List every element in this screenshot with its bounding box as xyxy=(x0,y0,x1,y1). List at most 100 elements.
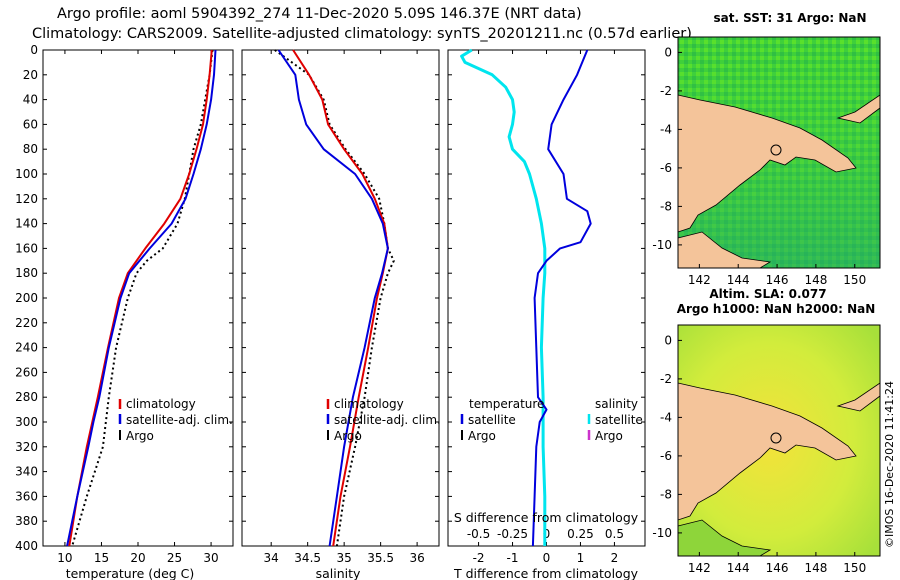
depth-tick-label: 0 xyxy=(30,43,38,57)
depth-axis: 0 20 40 60 80 100 120 140 160 180 200 220 240 260 280 3… xyxy=(15,43,645,553)
map-y-tick-label: 0 xyxy=(664,333,672,347)
map-x-tick-label: 150 xyxy=(843,561,866,575)
x-tick-label: 34 xyxy=(264,551,279,565)
map-y-tick-label: 0 xyxy=(664,45,672,59)
depth-tick-label: 220 xyxy=(15,316,38,330)
legend-label-climatology: climatology xyxy=(126,397,196,411)
x-tick-label: 25 xyxy=(167,551,182,565)
depth-tick-label: 60 xyxy=(23,117,38,131)
map-x-tick-label: 142 xyxy=(688,273,711,287)
plot-title-line1: Argo profile: aoml 5904392_274 11-Dec-20… xyxy=(57,6,582,22)
legend-label-temp-argo: Argo xyxy=(468,429,496,443)
legend-label-satellite: satellite-adj. clim. xyxy=(126,413,233,427)
depth-tick-label: 320 xyxy=(15,440,38,454)
x-tick-label: 36 xyxy=(409,551,424,565)
temperature-x-axis: 10 15 20 25 30 xyxy=(57,50,219,565)
map-y-tick-label: -4 xyxy=(660,410,672,424)
depth-tick-label: 360 xyxy=(15,489,38,503)
temperature-lines xyxy=(66,49,217,547)
imos-timestamp: ©IMOS 16-Dec-2020 11:41:24 xyxy=(883,381,896,548)
depth-tick-label: 340 xyxy=(15,465,38,479)
depth-tick-label: 240 xyxy=(15,341,38,355)
sla-landmass-png xyxy=(677,382,857,521)
series-line-argo xyxy=(71,49,214,547)
x-tick-label: -1 xyxy=(507,551,519,565)
map-y-tick-label: -10 xyxy=(652,526,672,540)
series-line-climatology xyxy=(68,49,213,547)
map-x-tick-label: 144 xyxy=(727,561,750,575)
difference-lines xyxy=(460,48,592,547)
map-x-tick-label: 142 xyxy=(688,561,711,575)
map-x-tick-label: 144 xyxy=(727,273,750,287)
map-y-tick-label: -8 xyxy=(660,199,672,213)
s-tick-label: 0 xyxy=(543,527,551,541)
sst-argo-marker xyxy=(770,144,782,156)
sla-map xyxy=(677,324,881,557)
map-x-tick-label: 146 xyxy=(766,561,789,575)
salinity-legend: climatology satellite-adj. clim. Argo xyxy=(326,397,441,443)
map-y-tick-label: -8 xyxy=(660,487,672,501)
sla-map-title-2: Argo h1000: NaN h2000: NaN xyxy=(677,302,876,316)
depth-tick-label: 200 xyxy=(15,291,38,305)
depth-tick-label: 120 xyxy=(15,192,38,206)
x-tick-label: 2 xyxy=(611,551,619,565)
depth-tick-label: 260 xyxy=(15,365,38,379)
series-line-salinity-satellite xyxy=(460,48,547,546)
map-y-tick-label: -6 xyxy=(660,449,672,463)
s-tick-label: 0.25 xyxy=(567,527,594,541)
depth-tick-label: 180 xyxy=(15,266,38,280)
depth-tick-label: 380 xyxy=(15,514,38,528)
sla-argo-marker xyxy=(770,432,782,444)
map-y-tick-label: -2 xyxy=(660,84,672,98)
sst-map xyxy=(677,36,881,269)
salinity-difference-axis: -0.5 -0.25 0 0.25 0.5 xyxy=(467,527,624,541)
depth-tick-label: 160 xyxy=(15,241,38,255)
temperature-axis-label: temperature (deg C) xyxy=(66,566,195,580)
map-y-tick-label: -6 xyxy=(660,161,672,175)
x-tick-label: 10 xyxy=(57,551,72,565)
s-tick-label: -0.5 xyxy=(467,527,490,541)
sla-map-title-1: Altim. SLA: 0.077 xyxy=(709,287,826,301)
legend-label-argo: Argo xyxy=(126,429,154,443)
legend-label-sal-satellite: satellite xyxy=(595,413,643,427)
sst-map-axes: 142 144 146 148 150 0 -2 -4 -6 -8 -10 xyxy=(652,45,866,287)
legend-label-argo: Argo xyxy=(334,429,362,443)
x-tick-label: 1 xyxy=(577,551,585,565)
depth-tick-label: 280 xyxy=(15,390,38,404)
salinity-x-axis: 34 34.5 35 35.5 36 xyxy=(264,50,425,565)
plot-title-line2: Climatology: CARS2009. Satellite-adjuste… xyxy=(32,26,692,42)
map-x-tick-label: 150 xyxy=(843,273,866,287)
legend-label-sal-argo: Argo xyxy=(595,429,623,443)
map-y-tick-label: -10 xyxy=(652,238,672,252)
salinity-lines xyxy=(274,49,395,547)
x-tick-label: 35 xyxy=(337,551,352,565)
depth-tick-label: 80 xyxy=(23,142,38,156)
sla-map-frame xyxy=(677,324,881,557)
legend-title-temperature: temperature xyxy=(469,397,544,411)
x-tick-label: 30 xyxy=(203,551,218,565)
temperature-legend: climatology satellite-adj. clim. Argo xyxy=(118,397,233,443)
series-line-satellite-adj-clim- xyxy=(277,49,389,547)
depth-tick-label: 20 xyxy=(23,68,38,82)
legend-label-climatology: climatology xyxy=(334,397,404,411)
depth-tick-label: 100 xyxy=(15,167,38,181)
difference-panel xyxy=(447,49,646,547)
depth-tick-label: 40 xyxy=(23,93,38,107)
x-tick-label: 15 xyxy=(94,551,109,565)
map-y-tick-label: -2 xyxy=(660,372,672,386)
sla-map-axes: 142 144 146 148 150 0 -2 -4 -6 -8 -10 xyxy=(652,333,866,575)
sst-landmass-png xyxy=(677,94,857,233)
legend-label-temp-satellite: satellite xyxy=(468,413,516,427)
x-tick-label: 35.5 xyxy=(367,551,394,565)
salinity-axis-label: salinity xyxy=(316,566,361,580)
s-tick-label: 0.5 xyxy=(605,527,624,541)
difference-legend: temperature satellite Argo salinity sate… xyxy=(460,397,643,443)
map-x-tick-label: 148 xyxy=(804,561,827,575)
salinity-difference-label: S difference from climatology xyxy=(454,510,639,525)
x-tick-label: 20 xyxy=(130,551,145,565)
salinity-panel xyxy=(241,49,440,547)
difference-x-axis: -2 -1 0 1 2 xyxy=(473,50,619,565)
depth-tick-label: 140 xyxy=(15,217,38,231)
depth-tick-label: 400 xyxy=(15,539,38,553)
